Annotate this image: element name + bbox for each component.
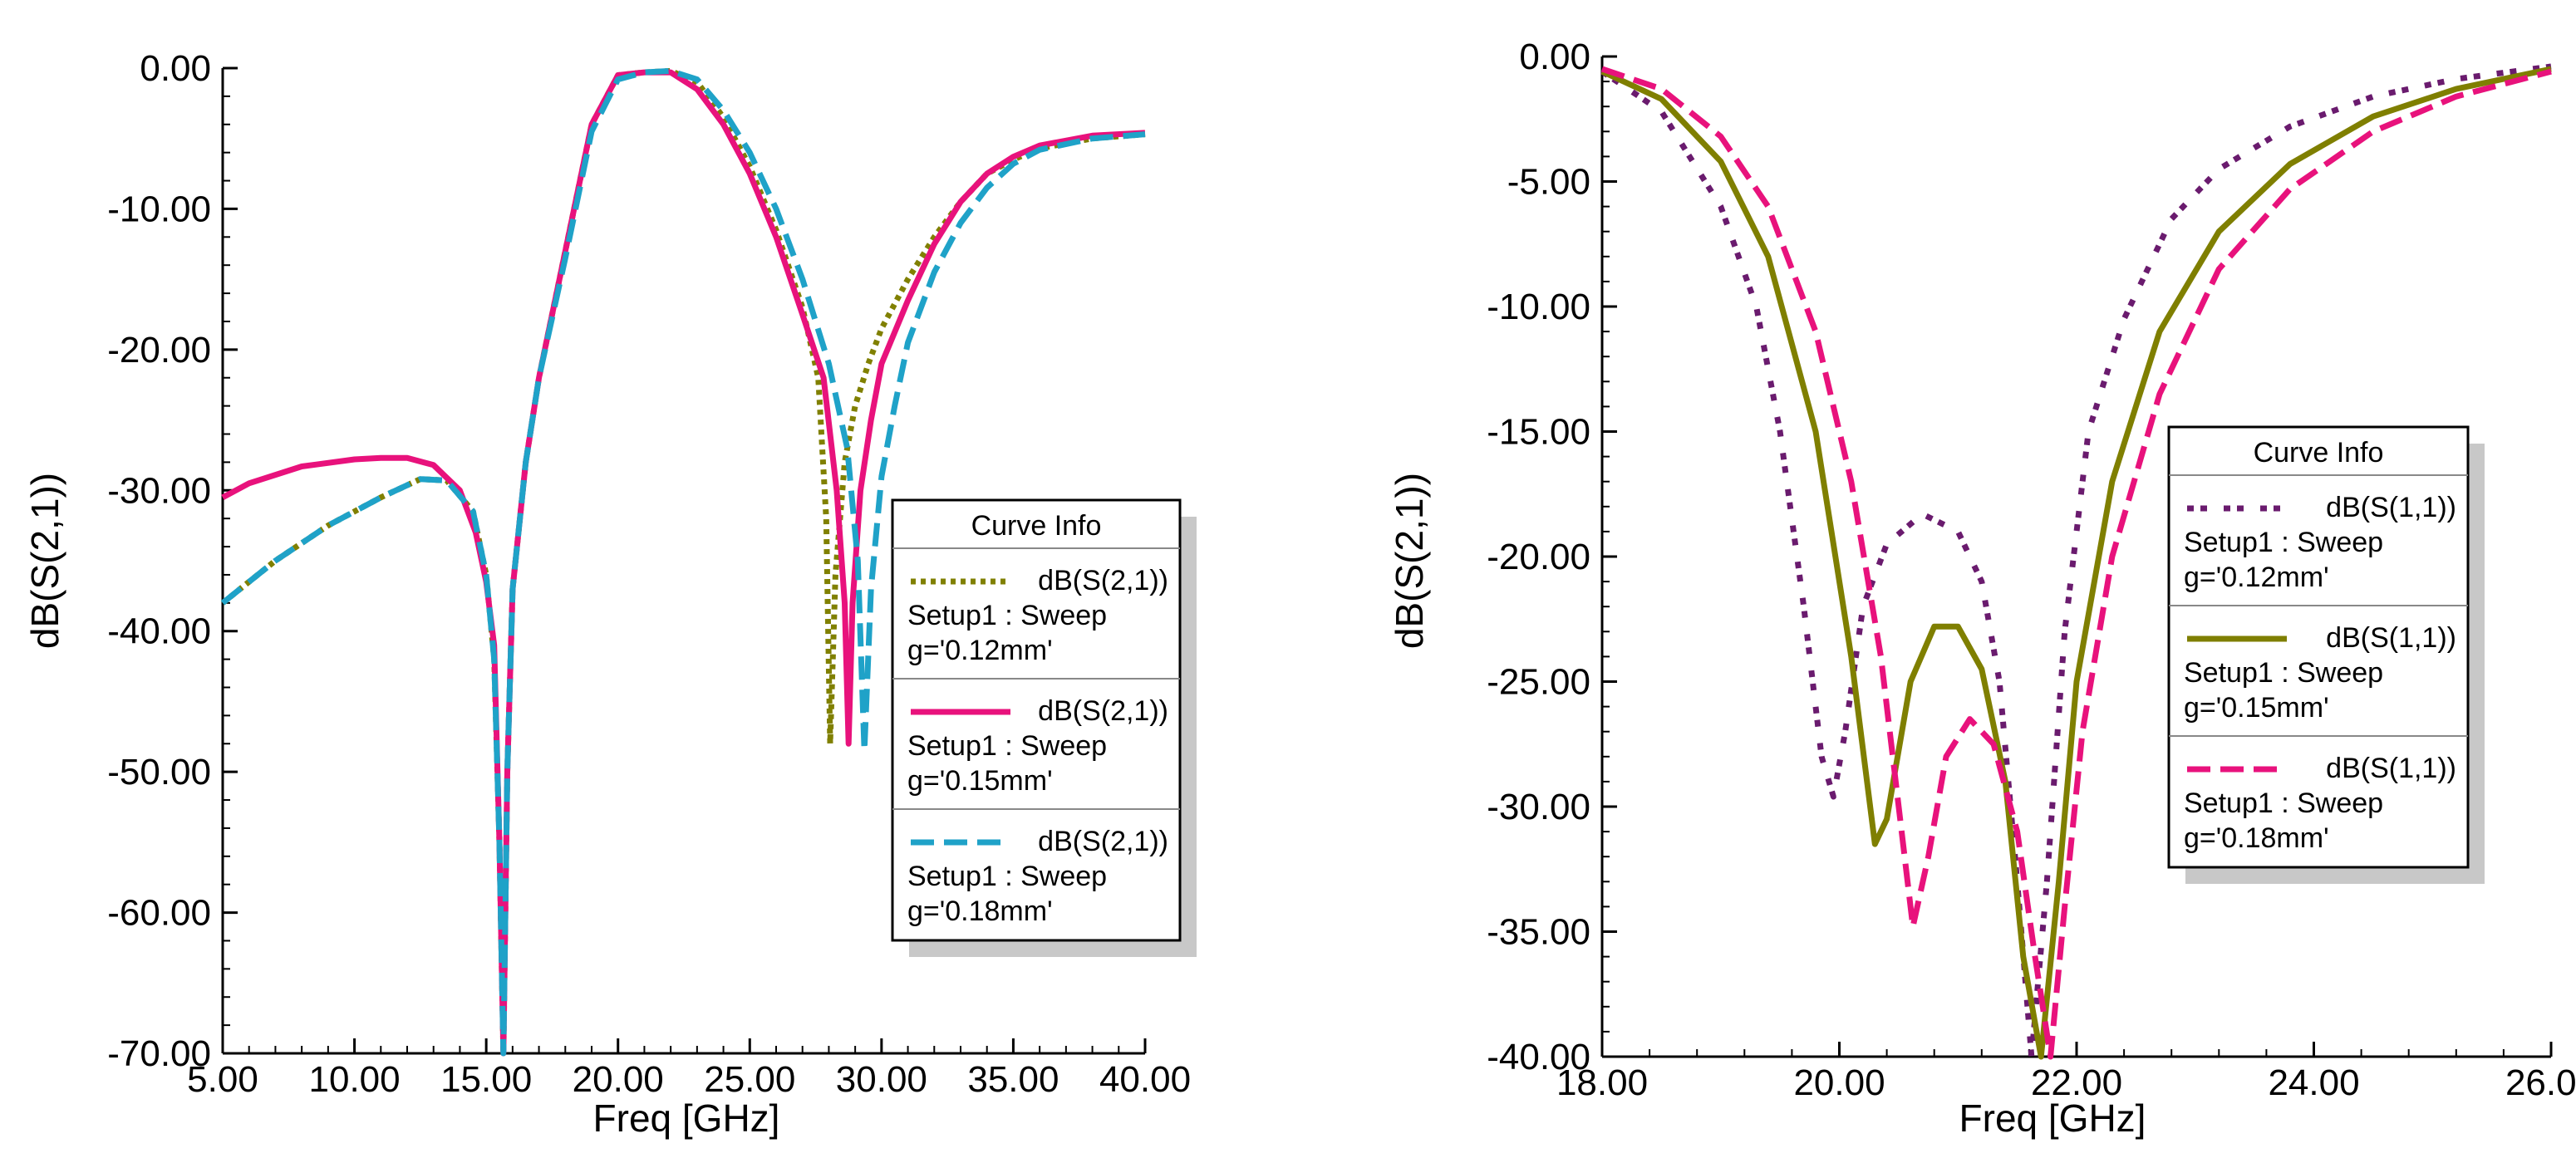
x-tick-label: 5.00 [187,1059,258,1100]
x-tick-label: 26.00 [2505,1062,2576,1103]
x-tick-label: 24.00 [2268,1062,2359,1103]
y-tick-label: -30.00 [107,470,211,511]
right-legend-box [2167,425,2470,869]
legend-entry-label: dB(S(1,1)) [2326,622,2456,654]
legend-entry-setup: Setup1 : Sweep [2184,657,2383,689]
left-ticks: 5.00 10.00 15.00 20.00 25.00 30.00 35.00 40.00 0… [107,48,1191,1100]
legend-entry: dB(S(2,1)) Setup1 : Sweep g='0.12mm' [892,565,1180,680]
y-tick-label: -20.00 [107,330,211,370]
legend-entry-label: dB(S(2,1)) [1038,695,1168,727]
x-tick-label: 25.00 [704,1059,795,1100]
series-line-3 [220,67,1146,1057]
right-plot-area [1600,63,2552,1060]
left-axes: 5.00 10.00 15.00 20.00 25.00 30.00 35.00 40.00 0… [107,48,1191,1100]
x-tick-label: 10.00 [309,1059,401,1100]
y-tick-label: -10.00 [1487,287,1590,327]
x-tick-label: 20.00 [573,1059,664,1100]
y-tick-label: 0.00 [1519,37,1590,77]
series-line-2 [221,69,1146,1057]
y-tick-label: -30.00 [1487,787,1590,827]
legend-entry-setup: Setup1 : Sweep [907,861,1107,892]
legend-entry-setup: Setup1 : Sweep [907,730,1107,762]
right-y-axis-label: dB(S(2,1)) [1388,473,1431,649]
chart-right: 18.00 20.00 22.00 24.00 26.00 0.00 -5.00 -10.00… [1388,37,2576,1140]
left-legend-entries: dB(S(2,1)) Setup1 : Sweep g='0.12mm' dB(… [892,565,1180,927]
y-tick-label: 0.00 [140,48,211,89]
chart-left: 5.00 10.00 15.00 20.00 25.00 30.00 35.00 40.00 0… [23,48,1197,1140]
y-tick-label: -20.00 [1487,537,1590,577]
x-tick-label: 20.00 [1793,1062,1885,1103]
legend-entry: dB(S(2,1)) Setup1 : Sweep g='0.15mm' [892,695,1180,810]
legend-entry: dB(S(1,1)) Setup1 : Sweep g='0.15mm' [2169,622,2468,737]
right-x-axis-label: Freq [GHz] [1959,1097,2146,1140]
y-tick-label: -15.00 [1487,412,1590,453]
left-legend: Curve Info dB(S(2,1)) Setup1 : Sweep g='… [891,498,1197,957]
x-tick-label: 15.00 [440,1059,532,1100]
y-tick-label: -35.00 [1487,912,1590,953]
y-tick-label: -25.00 [1487,662,1590,703]
series-line-2 [1600,66,2552,1060]
y-tick-label: -40.00 [1487,1037,1590,1077]
y-tick-label: -40.00 [107,611,211,652]
y-tick-label: -70.00 [107,1033,211,1074]
left-y-axis-label: dB(S(2,1)) [23,473,66,649]
x-tick-label: 22.00 [2031,1062,2122,1103]
series-line-1 [1600,63,2552,1060]
right-axes: 18.00 20.00 22.00 24.00 26.00 0.00 -5.00 -10.00… [1487,37,2576,1103]
y-tick-label: -50.00 [107,752,211,792]
legend-entry-param: g='0.18mm' [2184,822,2329,854]
series-line-3 [1600,66,2552,1060]
legend-entry: dB(S(2,1)) Setup1 : Sweep g='0.18mm' [907,826,1168,927]
legend-entry-label: dB(S(1,1)) [2326,753,2456,784]
left-plot-area [220,67,1146,1057]
left-x-axis-label: Freq [GHz] [593,1097,780,1140]
legend-entry-setup: Setup1 : Sweep [907,600,1107,631]
left-legend-title: Curve Info [971,510,1102,542]
legend-entry-label: dB(S(2,1)) [1038,826,1168,857]
y-tick-label: -5.00 [1507,162,1590,203]
x-tick-label: 18.00 [1556,1062,1648,1103]
right-legend-entries: dB(S(1,1)) Setup1 : Sweep g='0.12mm' dB(… [2169,492,2468,854]
legend-entry-param: g='0.15mm' [2184,692,2329,724]
legend-entry-label: dB(S(1,1)) [2326,492,2456,523]
x-tick-label: 30.00 [836,1059,927,1100]
x-tick-label: 35.00 [967,1059,1059,1100]
legend-entry-setup: Setup1 : Sweep [2184,527,2383,558]
y-tick-label: -10.00 [107,189,211,229]
legend-entry: dB(S(1,1)) Setup1 : Sweep g='0.12mm' [2169,492,2468,606]
legend-entry-param: g='0.12mm' [907,635,1053,666]
legend-entry-param: g='0.15mm' [907,765,1053,797]
legend-entry-param: g='0.12mm' [2184,562,2329,593]
right-legend: Curve Info dB(S(1,1)) Setup1 : Sweep g='… [2167,425,2485,884]
right-legend-title: Curve Info [2254,437,2384,469]
y-tick-label: -60.00 [107,893,211,934]
legend-entry-setup: Setup1 : Sweep [2184,788,2383,819]
right-ticks: 18.00 20.00 22.00 24.00 26.00 0.00 -5.00 -10.00… [1487,37,2576,1103]
left-legend-box [891,498,1182,942]
x-tick-label: 40.00 [1099,1059,1191,1100]
legend-entry-param: g='0.18mm' [907,895,1053,927]
legend-entry: dB(S(1,1)) Setup1 : Sweep g='0.18mm' [2184,753,2456,854]
legend-entry-label: dB(S(2,1)) [1038,565,1168,596]
